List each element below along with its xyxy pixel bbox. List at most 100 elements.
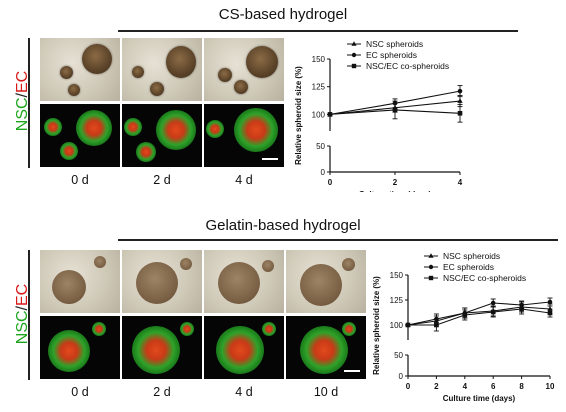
y-tick-label: 100 (390, 321, 404, 330)
x-axis-label: Culture time (days) (443, 394, 516, 403)
data-point-triangle (351, 41, 357, 46)
panel-divider-cs (118, 30, 518, 32)
spheroid-fluorescent (156, 110, 196, 150)
data-point-square (490, 309, 496, 315)
y-tick-label: 125 (312, 83, 326, 92)
spheroid (132, 66, 144, 78)
side-label-nsc: NSC (14, 97, 31, 132)
legend-label: NSC/EC co-spheroids (366, 61, 449, 71)
spheroid-fluorescent (48, 330, 90, 372)
panel-title-cs: CS-based hydrogel (218, 6, 348, 23)
legend-label: NSC spheroids (366, 39, 423, 49)
micrograph-bf-cs-4d (204, 38, 284, 101)
x-tick-label: 2 (434, 382, 439, 391)
x-tick-label: 0 (328, 178, 333, 187)
series-line (407, 301, 551, 326)
spheroid-fluorescent (180, 322, 194, 336)
spheroid (246, 46, 278, 78)
spheroid (234, 80, 248, 94)
day-label: 4 d (235, 385, 253, 399)
data-point-circle (490, 300, 496, 306)
legend-label: NSC spheroids (443, 251, 500, 261)
micrograph-bf-gel-0d (40, 250, 120, 313)
y-tick-label: 0 (321, 168, 326, 177)
micrograph-bf-gel-4d (204, 250, 284, 313)
day-label: 2 d (153, 173, 171, 187)
legend-label: EC spheroids (443, 262, 494, 272)
data-point-triangle (428, 253, 434, 258)
series-line (407, 306, 551, 326)
scale-bar (344, 370, 360, 372)
micrograph-fl-gel-4d (204, 316, 284, 379)
spheroid-fluorescent (60, 142, 78, 160)
spheroid-fluorescent (206, 120, 224, 138)
side-label-cs: NSC/EC (14, 66, 32, 136)
spheroid (60, 66, 73, 79)
spheroid-fluorescent (234, 108, 278, 152)
data-point-square (327, 112, 333, 117)
y-axis-label: Relative spheroid size (%) (372, 276, 381, 375)
data-point-triangle (547, 306, 553, 311)
data-point-square (351, 63, 357, 69)
spheroid (68, 84, 80, 96)
panel-title-gelatin: Gelatin-based hydrogel (205, 217, 361, 234)
micrograph-bf-cs-2d (122, 38, 202, 101)
side-bracket-gelatin (28, 250, 30, 380)
data-point-triangle (457, 98, 463, 103)
spheroid (300, 264, 342, 306)
spheroid-fluorescent (342, 322, 356, 336)
data-point-square (519, 306, 524, 312)
micrograph-fl-gel-0d (40, 316, 120, 379)
side-label-ec: EC (14, 70, 31, 93)
micrograph-fl-gel-2d (122, 316, 202, 379)
data-point-square (547, 310, 553, 316)
x-tick-label: 6 (491, 382, 496, 391)
spheroid (166, 46, 196, 78)
micrograph-fl-cs-0d (40, 104, 120, 167)
series-line (408, 308, 551, 326)
micrograph-bf-cs-0d (40, 38, 120, 101)
legend-label: NSC/EC co-spheroids (443, 273, 526, 283)
data-point-square (457, 110, 463, 116)
data-point-circle (428, 264, 434, 270)
x-tick-label: 10 (546, 382, 555, 391)
data-point-circle (547, 299, 553, 305)
data-point-square (434, 322, 439, 328)
side-bracket-cs (28, 38, 30, 168)
x-tick-label: 8 (519, 382, 524, 391)
spheroid (94, 256, 106, 268)
x-tick-label: 2 (393, 178, 398, 187)
chart-gelatin: 0 50 100 125 150 0 2 4 6 8 10 Culture time (days) Re… (372, 251, 555, 403)
spheroid-fluorescent (44, 118, 62, 136)
x-axis-label: Culture time (days) (359, 190, 432, 192)
day-label: 2 d (153, 385, 171, 399)
spheroid-fluorescent (300, 326, 348, 374)
day-label: 4 d (235, 173, 253, 187)
x-tick-label: 4 (463, 382, 468, 391)
side-label-sep: / (14, 306, 31, 311)
side-label-gelatin: NSC/EC (14, 279, 32, 349)
day-label: 0 d (71, 173, 89, 187)
spheroid-fluorescent (92, 322, 106, 336)
spheroid (342, 258, 355, 271)
y-axis-label: Relative spheroid size (%) (294, 66, 303, 165)
y-tick-label: 50 (316, 142, 325, 151)
y-tick-label: 150 (390, 271, 404, 280)
y-tick-label: 125 (390, 296, 404, 305)
spheroid-fluorescent (76, 110, 112, 146)
micrograph-fl-cs-4d (204, 104, 284, 167)
chart-cs: 0 50 100 125 150 0 2 4 Culture time (days) Relati… (294, 39, 463, 192)
spheroid-fluorescent (216, 326, 264, 374)
spheroid (150, 82, 164, 96)
data-point-circle (351, 52, 357, 58)
micrograph-fl-cs-2d (122, 104, 202, 167)
micrograph-fl-gel-10d (286, 316, 366, 379)
micrograph-bf-gel-2d (122, 250, 202, 313)
data-point-circle (457, 88, 463, 94)
spheroid-fluorescent (132, 326, 180, 374)
spheroid-fluorescent (262, 322, 276, 336)
side-label-sep: / (14, 93, 31, 98)
day-label: 10 d (313, 385, 339, 399)
y-tick-label: 100 (312, 110, 326, 119)
panel-divider-gelatin (118, 239, 558, 241)
